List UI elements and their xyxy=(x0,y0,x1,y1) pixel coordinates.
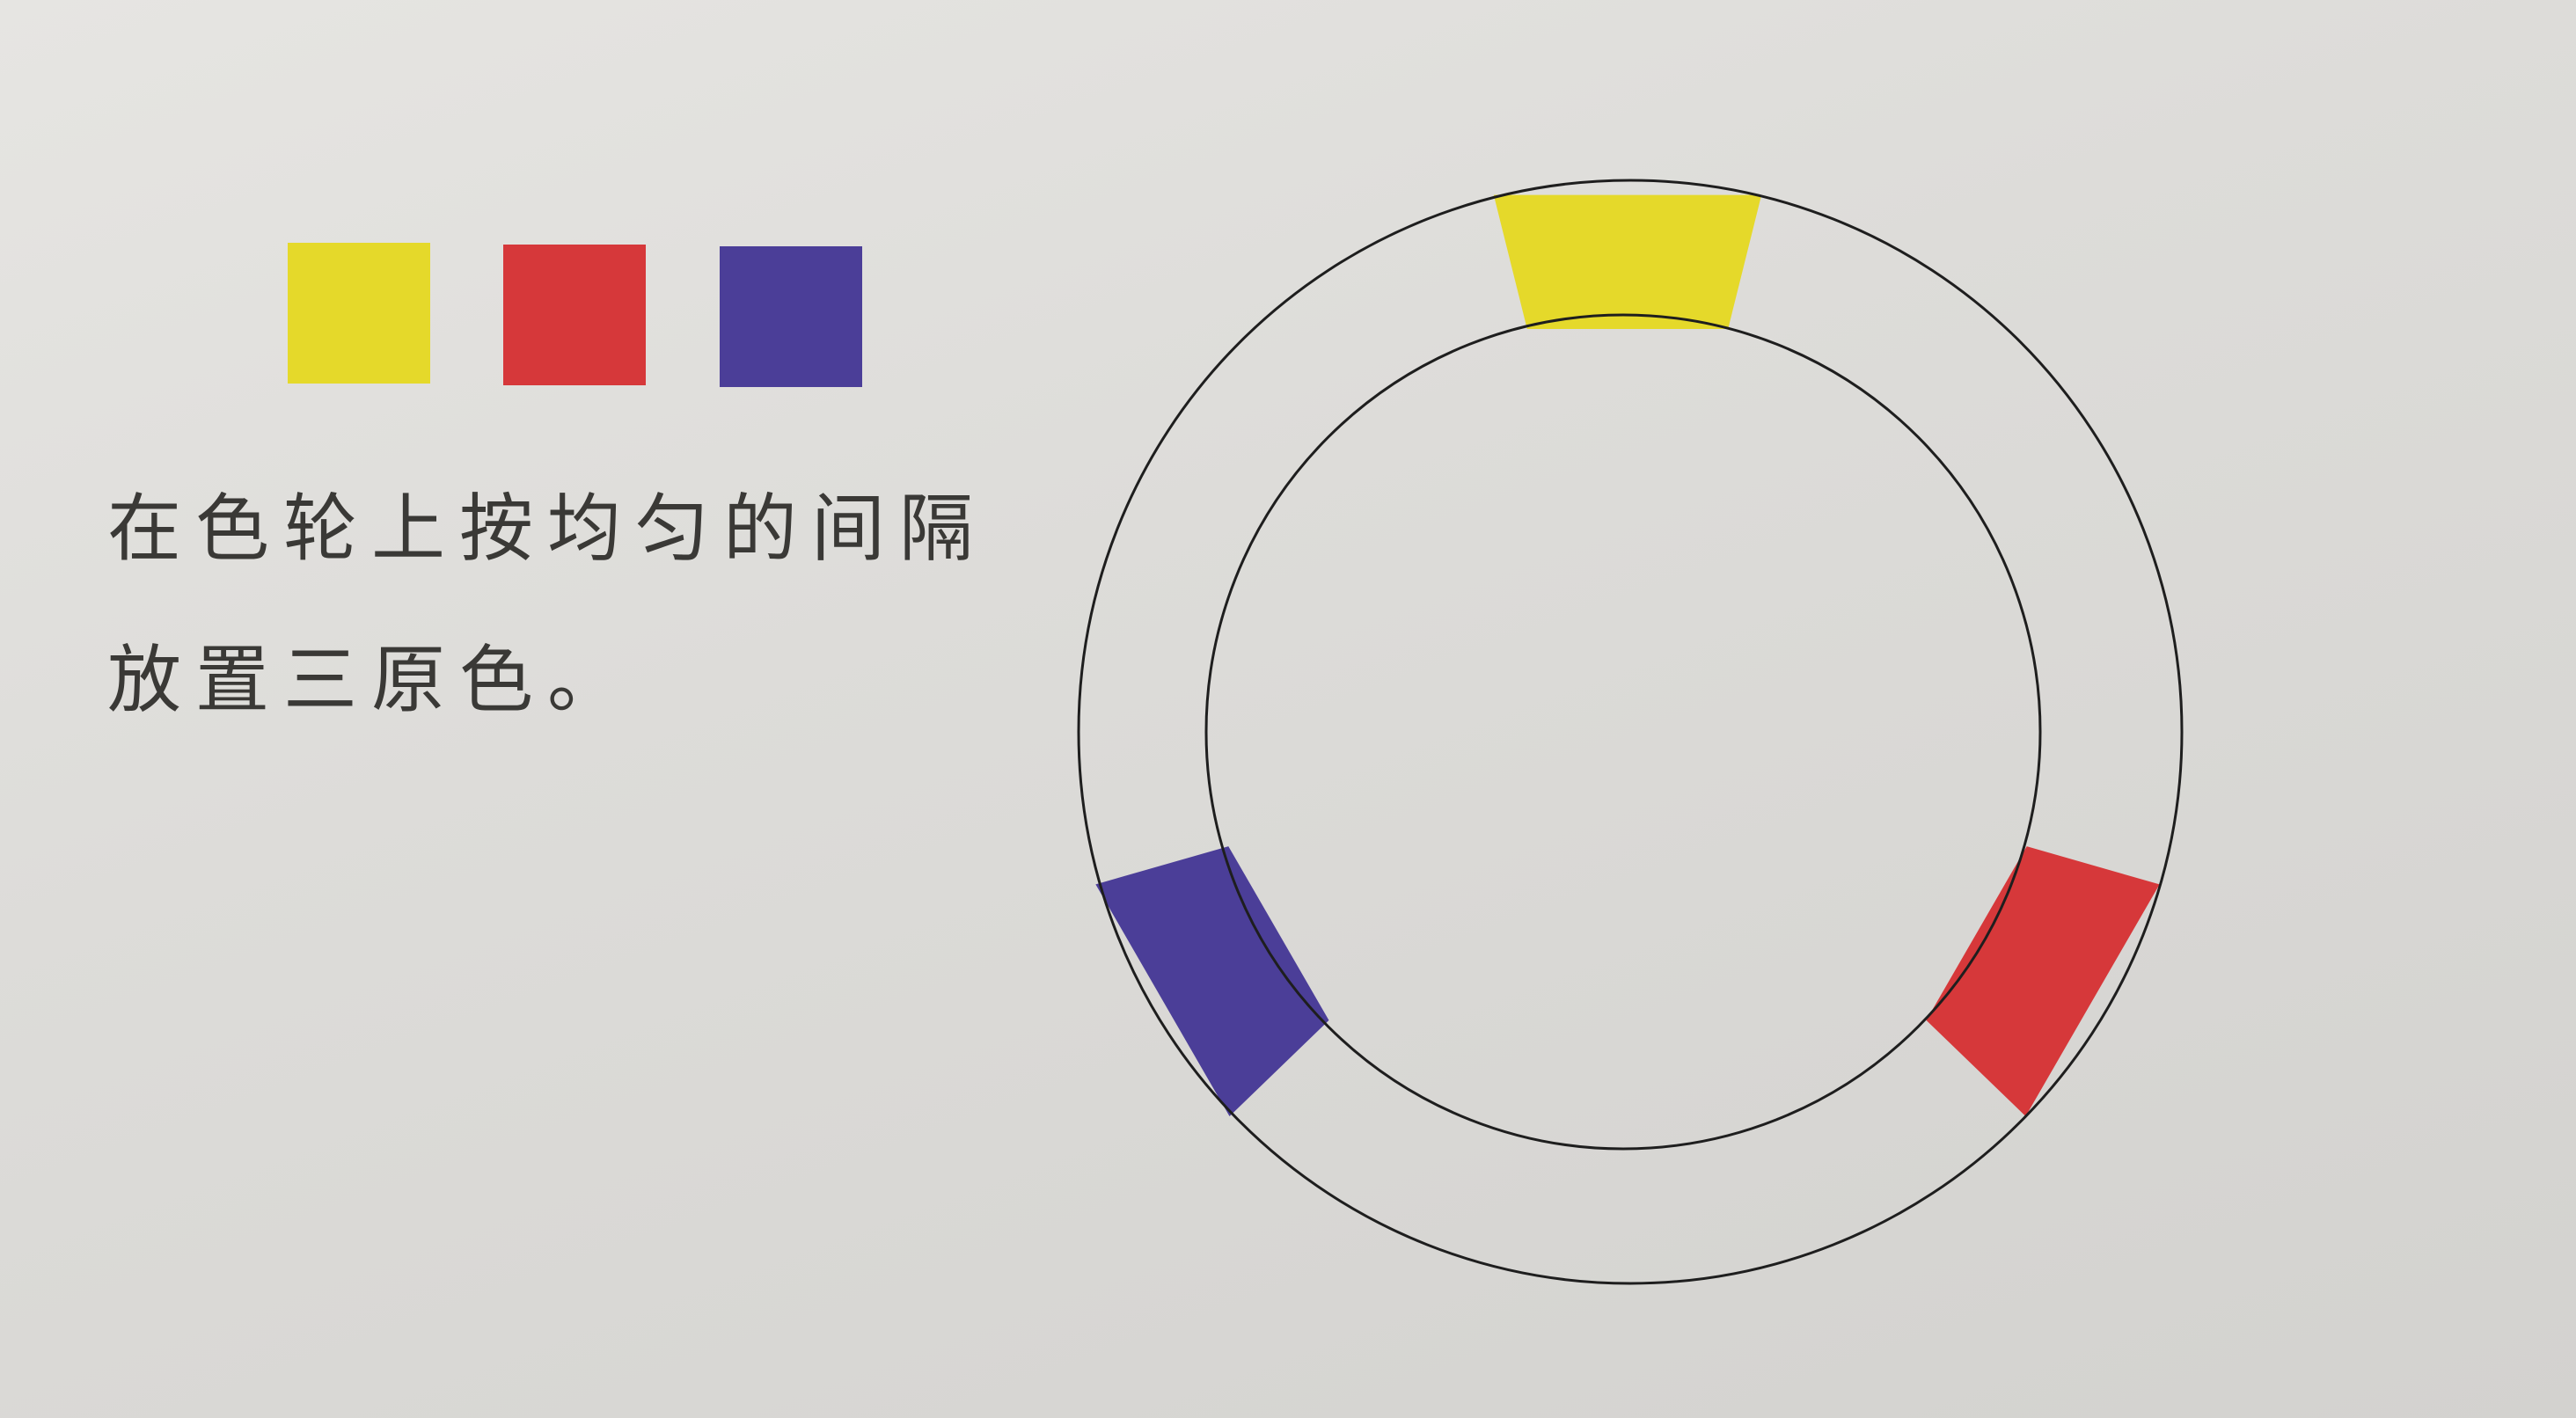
wheel-segment-red xyxy=(1927,846,2160,1116)
wheel-segment-yellow xyxy=(1494,195,1761,329)
inner-ring xyxy=(1206,315,2040,1149)
outer-ring xyxy=(1079,180,2182,1283)
wheel-segment-blue xyxy=(1095,846,1328,1116)
wheel-segments xyxy=(1095,195,2159,1116)
